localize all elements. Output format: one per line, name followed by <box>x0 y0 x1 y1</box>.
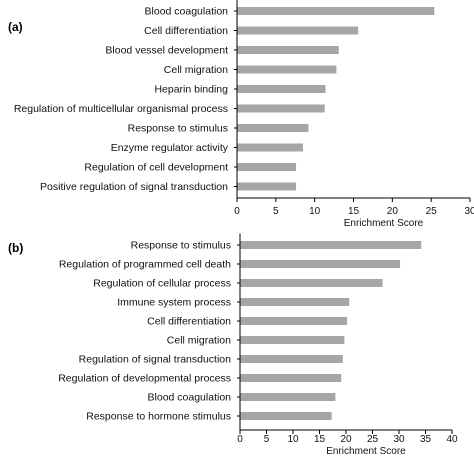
x-tick-label-a-1: 5 <box>273 206 279 217</box>
bar-b-3 <box>240 298 350 306</box>
panel-label-a: (a) <box>8 20 23 34</box>
x-tick-label-a-4: 20 <box>387 206 399 217</box>
x-tick-label-b-4: 20 <box>340 434 352 445</box>
bar-b-4 <box>240 317 348 325</box>
category-label-a-3: Cell migration <box>164 64 228 76</box>
bar-b-0 <box>240 241 422 249</box>
x-tick-label-a-6: 30 <box>464 206 474 217</box>
bar-a-2 <box>237 46 339 54</box>
x-tick-label-b-7: 35 <box>420 434 432 445</box>
category-label-b-5: Cell migration <box>167 335 231 347</box>
bar-b-2 <box>240 279 383 287</box>
bar-b-8 <box>240 393 336 401</box>
bar-a-5 <box>237 104 325 113</box>
category-label-a-7: Enzyme regulator activity <box>111 142 229 154</box>
bar-b-1 <box>240 260 401 268</box>
x-tick-label-b-5: 25 <box>367 434 379 445</box>
category-label-b-9: Response to hormone stimulus <box>86 411 231 423</box>
category-label-a-8: Regulation of cell development <box>84 162 228 174</box>
category-label-b-2: Regulation of cellular process <box>93 278 231 290</box>
bar-a-7 <box>237 143 304 152</box>
panel-label-b: (b) <box>8 241 23 255</box>
category-label-b-1: Regulation of programmed cell death <box>59 259 231 271</box>
x-axis-title-a: Enrichment Score <box>344 218 424 229</box>
x-tick-label-a-2: 10 <box>309 206 321 217</box>
x-tick-label-a-0: 0 <box>234 206 240 217</box>
category-label-a-2: Blood vessel development <box>105 45 228 57</box>
category-label-a-1: Cell differentiation <box>144 25 228 37</box>
panel-a-chart: (a) Blood coagulation Cell differentiation… <box>8 0 474 229</box>
category-label-b-0: Response to stimulus <box>131 240 231 252</box>
category-label-b-7: Regulation of developmental process <box>58 373 231 385</box>
x-tick-label-b-6: 30 <box>393 434 405 445</box>
x-tick-label-b-2: 10 <box>287 434 299 445</box>
x-tick-label-b-1: 5 <box>264 434 270 445</box>
bar-b-9 <box>240 412 332 420</box>
x-tick-label-b-0: 0 <box>237 434 243 445</box>
category-label-b-8: Blood coagulation <box>148 392 232 404</box>
x-tick-label-b-3: 15 <box>314 434 326 445</box>
bar-a-0 <box>237 7 435 15</box>
category-label-a-4: Heparin binding <box>154 84 228 96</box>
x-axis-title-b: Enrichment Score <box>326 446 406 457</box>
category-label-b-3: Immune system process <box>117 297 231 309</box>
bar-b-6 <box>240 355 343 363</box>
bar-b-7 <box>240 374 342 382</box>
bar-a-3 <box>237 65 337 74</box>
bar-a-8 <box>237 163 297 171</box>
panel-b-chart: (b) Response to stimulus Regulation of pro… <box>8 233 458 457</box>
x-tick-label-a-5: 25 <box>426 206 438 217</box>
category-label-a-9: Positive regulation of signal transducti… <box>40 181 228 193</box>
bar-a-9 <box>237 182 297 191</box>
category-label-a-6: Response to stimulus <box>128 123 228 135</box>
category-label-a-0: Blood coagulation <box>145 6 229 18</box>
category-label-b-4: Cell differentiation <box>147 316 231 328</box>
bar-a-1 <box>237 26 359 35</box>
x-tick-label-b-8: 40 <box>446 434 458 445</box>
category-label-a-5: Regulation of multicellular organismal p… <box>14 103 228 115</box>
x-tick-label-a-3: 15 <box>348 206 360 217</box>
category-label-b-6: Regulation of signal transduction <box>79 354 232 366</box>
bar-a-6 <box>237 124 309 132</box>
bar-a-4 <box>237 85 326 93</box>
bar-b-5 <box>240 336 345 344</box>
